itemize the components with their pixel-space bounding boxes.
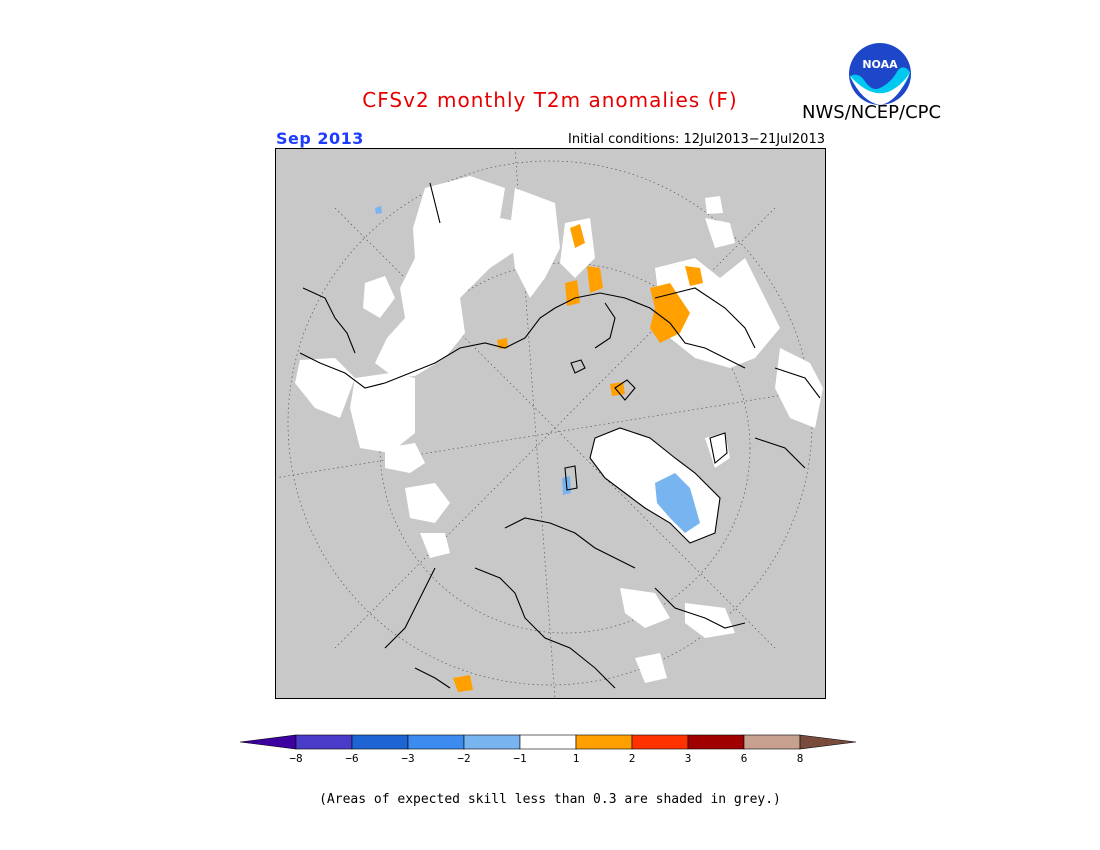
colorbar-tick-label: 6 xyxy=(740,752,748,765)
colorbar-tick-label: 1 xyxy=(572,752,580,765)
warm-anomaly-regions xyxy=(453,224,703,692)
coastlines xyxy=(299,182,821,689)
cool-anomaly-regions xyxy=(375,206,700,533)
noaa-logo: NOAA xyxy=(849,43,911,105)
colorbar-segment xyxy=(743,734,801,750)
colorbar-segment xyxy=(631,734,689,750)
colorbar-segment xyxy=(407,734,465,750)
map-title: CFSv2 monthly T2m anomalies (F) xyxy=(362,88,738,112)
colorbar-segment xyxy=(687,734,745,750)
colorbar-tick-label: −1 xyxy=(513,752,527,765)
colorbar-tick-label: 3 xyxy=(684,752,692,765)
colorbar-tick-label: 8 xyxy=(796,752,804,765)
colorbar-tick-label: −2 xyxy=(457,752,471,765)
forecast-month: Sep 2013 xyxy=(276,129,364,148)
initial-conditions: Initial conditions: 12Jul2013−21Jul2013 xyxy=(567,132,825,147)
colorbar-tick-label: 2 xyxy=(628,752,636,765)
low-skill-regions xyxy=(295,176,823,683)
colorbar-arrow-high xyxy=(799,734,857,750)
organization-label: NWS/NCEP/CPC xyxy=(802,102,942,123)
colorbar-segment xyxy=(519,734,577,750)
colorbar-segment xyxy=(295,734,353,750)
skill-footnote: (Areas of expected skill less than 0.3 a… xyxy=(319,792,781,807)
colorbar-segment xyxy=(463,734,521,750)
colorbar-tick-label: −6 xyxy=(345,752,359,765)
colorbar xyxy=(240,734,857,750)
colorbar-segment xyxy=(575,734,633,750)
logo-text: NOAA xyxy=(862,58,898,71)
colorbar-segment xyxy=(351,734,409,750)
polar-map xyxy=(275,148,826,699)
colorbar-tick-label: −8 xyxy=(289,752,303,765)
colorbar-arrow-low xyxy=(240,734,297,750)
colorbar-tick-label: −3 xyxy=(401,752,415,765)
